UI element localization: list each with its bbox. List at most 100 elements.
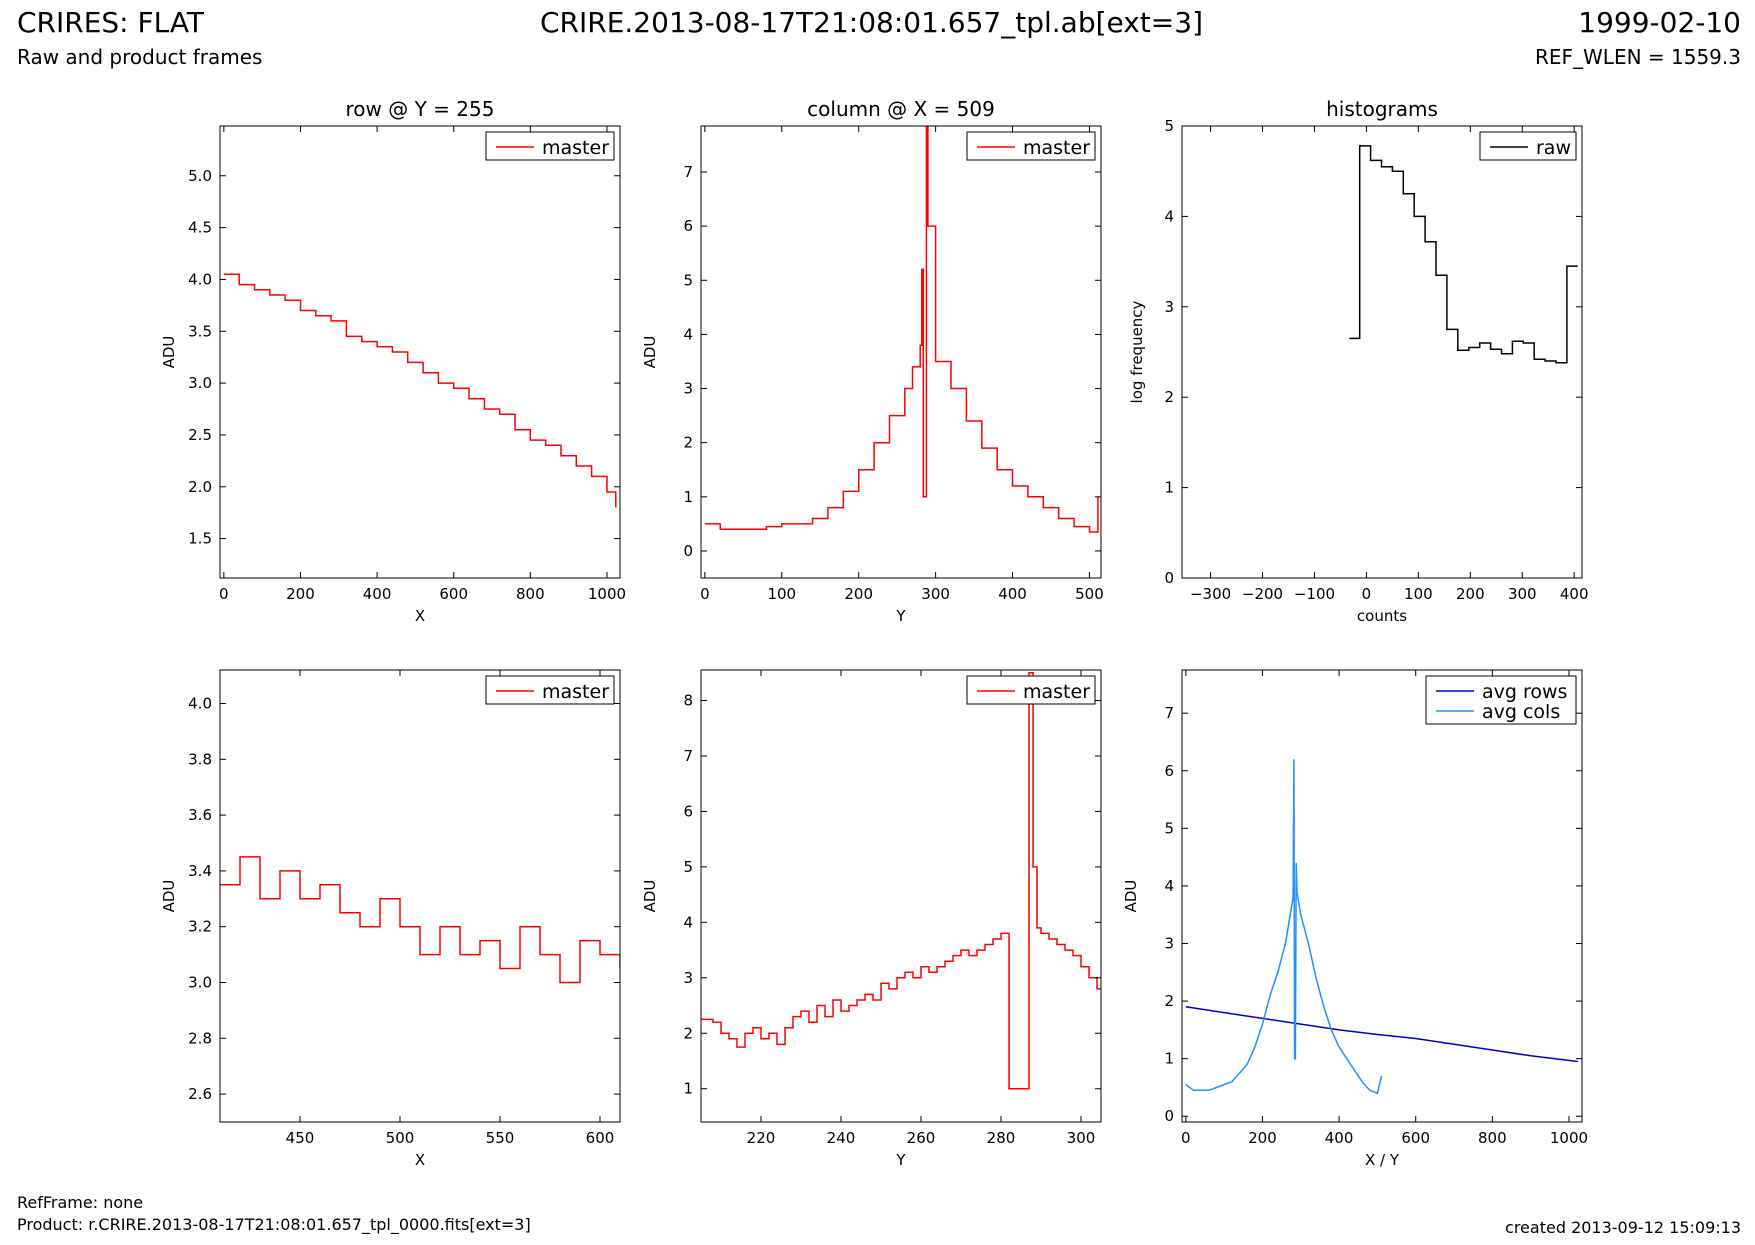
- y-tick-label: 3: [1164, 298, 1174, 316]
- legend-label: master: [542, 681, 609, 703]
- y-tick-label: 2: [683, 1024, 693, 1042]
- y-tick-label: 3.0: [188, 374, 212, 392]
- y-tick-label: 1: [1164, 1050, 1174, 1068]
- page-subtitle: Raw and product frames: [17, 45, 263, 69]
- x-axis-label: Y: [895, 607, 906, 625]
- y-tick-label: 5: [683, 271, 693, 289]
- plot-frame: [219, 669, 621, 1123]
- x-tick-label: 200: [1248, 1129, 1277, 1147]
- y-tick-label: 2.0: [188, 478, 212, 496]
- legend-label: avg rows: [1482, 681, 1567, 703]
- y-tick-label: 1: [683, 1080, 693, 1098]
- chart-title: histograms: [1326, 97, 1438, 121]
- y-tick-label: 3.8: [188, 750, 212, 768]
- x-tick-label: 240: [827, 1129, 856, 1147]
- x-axis-label: X: [415, 607, 425, 625]
- x-tick-label: 280: [987, 1129, 1016, 1147]
- x-tick-label: 800: [1478, 1129, 1507, 1147]
- y-tick-label: 4: [683, 325, 693, 343]
- histogram-plot: −300 −200 −100 0 100 200 300 400 0 1 2 3 4 5 histogram…: [1128, 97, 1589, 625]
- y-tick-label: 1: [1164, 479, 1174, 497]
- y-tick-label: 0: [683, 542, 693, 560]
- x-tick-label: 200: [1456, 585, 1485, 603]
- y-tick-label: 0: [1164, 1107, 1174, 1125]
- legend-box: [966, 675, 1096, 705]
- y-tick-label: 4: [683, 913, 693, 931]
- y-tick-label: 5: [1164, 819, 1174, 837]
- x-tick-label: 220: [747, 1129, 776, 1147]
- x-tick-label: 300: [921, 585, 950, 603]
- y-tick-label: 2: [1164, 992, 1174, 1010]
- y-tick-label: 7: [1164, 704, 1174, 722]
- y-tick-label: 3.6: [188, 806, 212, 824]
- y-tick-label: 5: [1164, 117, 1174, 135]
- y-axis-label: ADU: [160, 336, 178, 369]
- x-tick-label: 0: [700, 585, 710, 603]
- y-tick-label: 2: [1164, 388, 1174, 406]
- series-line-1: [220, 856, 620, 984]
- legend-box: [1425, 675, 1577, 725]
- x-tick-label: 260: [907, 1129, 936, 1147]
- averages-plot: 0 200 400 600 800 1000 0 1 2 3 4 5 6 7 X / Y ADU avg row…: [1122, 669, 1588, 1169]
- y-tick-label: 3: [683, 380, 693, 398]
- y-tick-label: 7: [683, 163, 693, 181]
- y-tick-label: 8: [683, 692, 693, 710]
- legend-box: [966, 131, 1096, 161]
- legend: raw: [1479, 131, 1577, 161]
- x-tick-label: 600: [586, 1129, 615, 1147]
- plot-frame: [219, 125, 621, 579]
- plot-frame: [700, 125, 1102, 579]
- y-tick-label: 4: [1164, 207, 1174, 225]
- y-tick-label: 4.0: [188, 694, 212, 712]
- y-tick-label: 3.4: [188, 862, 212, 880]
- y-tick-label: 4.5: [188, 219, 212, 237]
- y-tick-label: 1.5: [188, 530, 212, 548]
- x-tick-label: 500: [1075, 585, 1104, 603]
- ref-wavelength: REF_WLEN = 1559.3: [1534, 45, 1741, 69]
- x-tick-label: 400: [1325, 1129, 1354, 1147]
- series-line-1: [704, 126, 1099, 533]
- x-tick-label: −100: [1294, 585, 1335, 603]
- footer-created: created 2013-09-12 15:09:13: [1505, 1218, 1741, 1237]
- x-tick-label: 1000: [1550, 1129, 1588, 1147]
- y-tick-label: 2: [683, 434, 693, 452]
- y-tick-label: 3.2: [188, 918, 212, 936]
- y-tick-label: 3.5: [188, 322, 212, 340]
- y-axis-label: ADU: [641, 880, 659, 913]
- y-tick-label: 6: [683, 802, 693, 820]
- y-tick-label: 6: [1164, 762, 1174, 780]
- x-tick-label: 400: [363, 585, 392, 603]
- y-tick-label: 3.0: [188, 973, 212, 991]
- y-axis-label: ADU: [1122, 880, 1140, 913]
- y-tick-label: 4: [1164, 877, 1174, 895]
- chart-title: row @ Y = 255: [346, 97, 495, 121]
- legend-label: master: [1023, 137, 1090, 159]
- x-axis-label: X: [415, 1151, 425, 1169]
- y-tick-label: 3: [683, 969, 693, 987]
- legend-box: [485, 675, 615, 705]
- y-tick-label: 2.6: [188, 1085, 212, 1103]
- y-tick-label: 2.8: [188, 1029, 212, 1047]
- y-axis-label: ADU: [641, 336, 659, 369]
- x-tick-label: 450: [286, 1129, 315, 1147]
- y-tick-label: 5.0: [188, 167, 212, 185]
- series-line-1: [1349, 145, 1578, 364]
- x-tick-label: 1000: [588, 585, 626, 603]
- legend: master: [966, 675, 1096, 705]
- series-line-1: [701, 672, 1101, 1090]
- plot-frame: [1181, 125, 1583, 579]
- legend: master: [966, 131, 1096, 161]
- x-tick-label: −200: [1242, 585, 1283, 603]
- frame-name: CRIRE.2013-08-17T21:08:01.657_tpl.ab[ext…: [540, 6, 1204, 39]
- legend: master: [485, 131, 615, 161]
- x-tick-label: 550: [486, 1129, 515, 1147]
- observation-date: 1999-02-10: [1578, 6, 1741, 39]
- y-axis-label: ADU: [160, 880, 178, 913]
- y-tick-label: 2.5: [188, 426, 212, 444]
- x-tick-label: 0: [1362, 585, 1372, 603]
- plot-frame: [1181, 669, 1583, 1123]
- y-tick-label: 0: [1164, 569, 1174, 587]
- plot-frame: [700, 669, 1102, 1123]
- legend-box: [1479, 131, 1577, 161]
